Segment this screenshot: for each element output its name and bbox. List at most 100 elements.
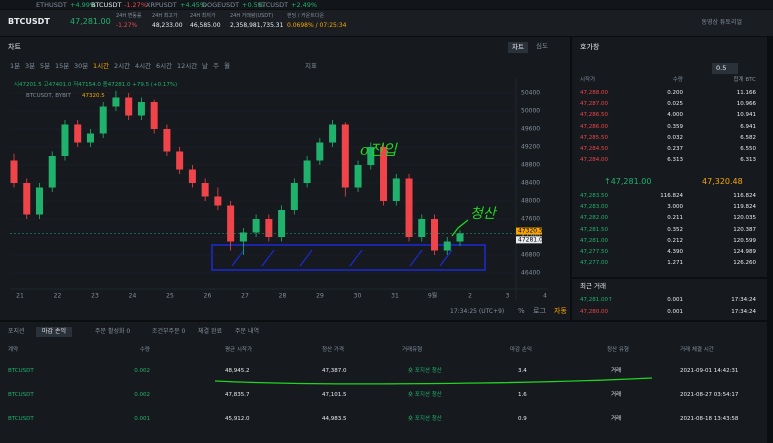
book-qty: 3.000 bbox=[667, 204, 683, 211]
position-cell: 0.9 bbox=[518, 416, 527, 422]
book-qty: 4.390 bbox=[667, 249, 683, 255]
timeframe[interactable]: 3분 bbox=[25, 62, 36, 70]
candle-body bbox=[341, 124, 349, 188]
x-tick-label: 30 bbox=[354, 293, 362, 300]
timeframe[interactable]: 12시간 bbox=[177, 62, 198, 70]
position-tab[interactable]: 주문 활성화 0 bbox=[95, 328, 131, 335]
book-qty: 0.032 bbox=[667, 134, 683, 141]
x-tick-label: 3 bbox=[506, 293, 510, 300]
position-tab[interactable]: 조건부주문 0 bbox=[152, 328, 186, 335]
source-price: 47320.5 bbox=[82, 93, 105, 99]
ticker-symbol[interactable]: DOGEUSDT bbox=[202, 0, 240, 9]
y-tick-label: 48400 bbox=[521, 180, 540, 187]
book-qty: 0.211 bbox=[667, 215, 683, 222]
scale-option[interactable]: % bbox=[518, 307, 525, 315]
chart-time: 17:34:25 (UTC+9) bbox=[450, 308, 505, 315]
candle-body bbox=[176, 151, 184, 170]
position-tab[interactable]: 마감 손익 bbox=[36, 327, 72, 337]
timeframe[interactable]: 1시간 bbox=[93, 62, 110, 70]
ticker-symbol[interactable]: ETHUSDT bbox=[36, 0, 67, 9]
position-cell: 47,101.5 bbox=[322, 392, 347, 398]
ohlc-info: 시47201.5 고47401.0 저47154.0 종47281.0 +79.… bbox=[14, 82, 178, 88]
positions-panel bbox=[0, 322, 767, 443]
timeframe[interactable]: 6시간 bbox=[156, 62, 173, 70]
position-tab[interactable]: 체결 완료 bbox=[198, 328, 222, 335]
book-qty: 0.352 bbox=[667, 226, 683, 233]
scale-option[interactable]: 로그 bbox=[533, 307, 546, 315]
book-qty: 0.025 bbox=[667, 101, 683, 108]
position-cell: 45,912.0 bbox=[225, 416, 250, 422]
position-tab[interactable]: 포지션 bbox=[8, 328, 25, 335]
timeframe[interactable]: 1분 bbox=[10, 62, 21, 70]
stat-label: 24H 최저가 bbox=[190, 13, 216, 19]
stat-label: 24H 거래량(USDT) bbox=[230, 13, 274, 19]
col-header: 합계 BTC bbox=[733, 77, 756, 83]
timeframe[interactable]: 30분 bbox=[74, 62, 89, 70]
y-tick-label: 48000 bbox=[521, 198, 540, 205]
book-price: 47,281.50 bbox=[580, 226, 608, 233]
position-cell: BTCUSDT bbox=[8, 368, 34, 374]
timeframe[interactable]: 날 bbox=[202, 62, 208, 70]
trade-time: 17:34:24 bbox=[731, 309, 756, 315]
ticker-change: +2.49% bbox=[291, 0, 318, 9]
stat-label: 24H 최고가 bbox=[152, 13, 178, 19]
timeframe[interactable]: 월 bbox=[224, 62, 230, 70]
position-cell: 0.001 bbox=[134, 416, 150, 422]
candle-body bbox=[125, 97, 133, 116]
book-total: 126.260 bbox=[733, 260, 756, 267]
book-price: 47,282.00 bbox=[580, 215, 608, 222]
timeframe[interactable]: 15분 bbox=[55, 62, 70, 70]
ticker-symbol[interactable]: ETCUSDT bbox=[258, 0, 289, 9]
y-tick-label: 50000 bbox=[521, 108, 540, 115]
timeframe[interactable]: 4시간 bbox=[135, 62, 152, 70]
price: 47,281.00 bbox=[70, 17, 111, 26]
x-tick-label: 2 bbox=[468, 293, 472, 300]
position-cell: 숏 포지션 청산 bbox=[408, 368, 442, 374]
tutorial-link[interactable]: 동영상 튜토리얼 bbox=[701, 19, 742, 26]
trade-time: 17:34:24 bbox=[731, 297, 756, 303]
scale-option[interactable]: 자동 bbox=[554, 307, 567, 315]
book-price: 47,283.50 bbox=[580, 193, 608, 199]
position-cell: 0.002 bbox=[134, 368, 150, 374]
candle-body bbox=[392, 178, 400, 201]
position-cell: 숏 포지션 청산 bbox=[408, 392, 442, 398]
symbol[interactable]: BTCUSDT bbox=[8, 17, 50, 26]
timeframe[interactable]: 2시간 bbox=[114, 62, 131, 70]
stat-value: -1.27% bbox=[116, 22, 138, 29]
last-price-label: 47281.0 bbox=[518, 236, 543, 243]
y-tick-label: 50400 bbox=[521, 90, 540, 97]
book-total: 10.966 bbox=[736, 101, 756, 108]
book-price: 47,281.00 bbox=[580, 237, 608, 244]
precision-select[interactable]: 0.5 bbox=[712, 63, 739, 74]
tab[interactable]: 심도 bbox=[536, 42, 548, 50]
position-tab[interactable]: 주문 내역 bbox=[235, 328, 259, 335]
position-cell: 2021-09-01 14:42:31 bbox=[680, 368, 739, 374]
col-header: 시작가 bbox=[580, 77, 596, 83]
ticker-symbol[interactable]: XRPUSDT bbox=[146, 0, 177, 9]
book-price: 47,287.00 bbox=[580, 101, 608, 108]
x-tick-label: 23 bbox=[91, 293, 99, 300]
candle-body bbox=[48, 156, 56, 188]
orderbook-panel bbox=[572, 37, 767, 277]
timeframe[interactable]: 5분 bbox=[40, 62, 51, 70]
candle-body bbox=[239, 232, 247, 242]
candle-body bbox=[443, 241, 451, 251]
candle-body bbox=[290, 183, 298, 210]
ticker-symbol[interactable]: BTCUSDT bbox=[91, 0, 122, 9]
stat-value: 46,585.00 bbox=[190, 22, 221, 29]
tab[interactable]: 차트 bbox=[508, 42, 528, 53]
book-total: 6.313 bbox=[740, 157, 756, 164]
x-tick-label: 26 bbox=[204, 293, 212, 300]
stat-label: 24H 변동률 bbox=[116, 13, 142, 19]
position-col-header: 청산 가격 bbox=[322, 347, 344, 353]
trade-qty: 0.001 bbox=[667, 297, 683, 303]
book-price: 47,286.50 bbox=[580, 112, 608, 119]
position-cell: 3.4 bbox=[518, 368, 527, 374]
candle-body bbox=[227, 205, 235, 242]
candle-body bbox=[150, 102, 158, 129]
indicator-button[interactable]: 지표 bbox=[305, 62, 317, 70]
last-price-tag bbox=[516, 236, 542, 244]
timeframe[interactable]: 주 bbox=[213, 62, 219, 70]
